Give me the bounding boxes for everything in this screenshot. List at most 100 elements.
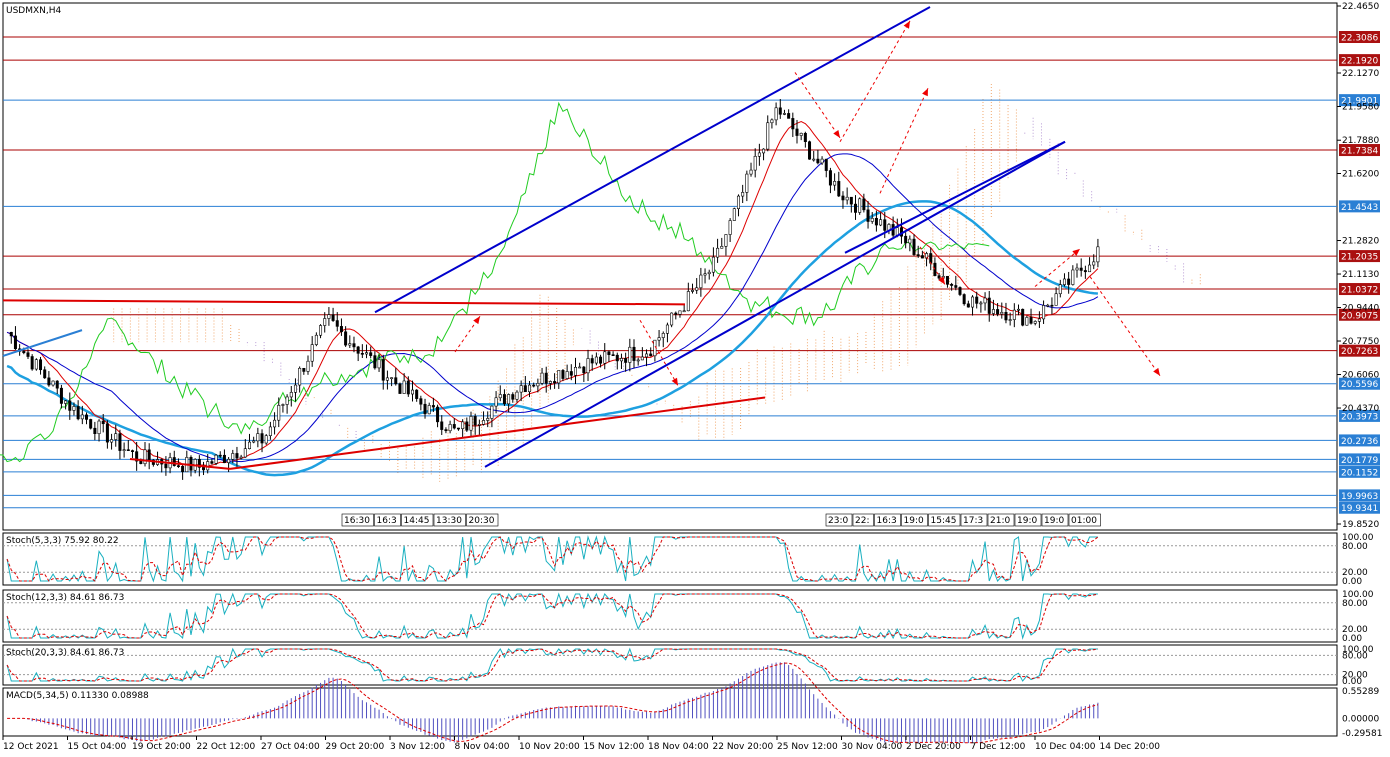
candle-body xyxy=(1029,317,1033,324)
stoch3-pane[interactable] xyxy=(2,644,1338,686)
candle-body xyxy=(870,217,874,222)
candle-body xyxy=(314,334,318,345)
session-box xyxy=(852,513,874,527)
candle-body xyxy=(448,424,452,432)
candle-body xyxy=(93,427,97,434)
candle-body xyxy=(210,461,214,464)
arrow-down-3 xyxy=(919,246,946,285)
candle-body xyxy=(76,406,80,420)
candle-body xyxy=(958,287,962,295)
level-tag xyxy=(1339,409,1380,422)
level-tag-text: 19.9341 xyxy=(1341,504,1378,514)
stoch3-label: Stoch(20,3,3) 84.61 86.73 xyxy=(6,648,124,658)
candle-body xyxy=(674,312,678,315)
candle-body xyxy=(51,380,55,386)
price-pane[interactable] xyxy=(2,2,1338,531)
candle-body xyxy=(791,118,795,130)
level-tag xyxy=(1339,453,1380,466)
stoch1-axis-label: 20.00 xyxy=(1342,568,1368,578)
candle-body xyxy=(507,394,511,405)
level-tag xyxy=(1339,344,1380,357)
candle-body xyxy=(231,453,235,460)
candle-body xyxy=(1054,293,1058,306)
candle-body xyxy=(665,324,669,334)
candle-body xyxy=(494,397,498,407)
candle-body xyxy=(419,398,423,405)
time-tick-label: 3 Nov 12:00 xyxy=(390,742,445,752)
level-tag xyxy=(1339,308,1380,321)
stoch2-main xyxy=(6,592,1098,640)
stoch1-pane[interactable] xyxy=(2,532,1338,586)
level-tag xyxy=(1339,489,1380,502)
candle-body xyxy=(833,181,837,186)
candle-body xyxy=(461,421,465,430)
candle-body xyxy=(110,439,114,443)
candle-body xyxy=(736,195,740,209)
candle-body xyxy=(916,254,920,256)
level-tag-text: 21.9901 xyxy=(1341,97,1378,107)
candle-body xyxy=(440,421,444,430)
candle-body xyxy=(603,351,607,364)
session-box-text: 13:30 xyxy=(436,516,462,526)
candle-body xyxy=(929,253,933,264)
time-tick-label: 15 Nov 12:00 xyxy=(584,742,645,752)
candle-body xyxy=(135,451,139,462)
price-tick-label: 20.7750 xyxy=(1342,337,1379,347)
candle-body xyxy=(782,113,786,115)
arrow-down-4 xyxy=(639,319,679,386)
candle-body xyxy=(741,192,745,197)
candle-body xyxy=(904,235,908,244)
candle-body xyxy=(360,353,364,355)
candle-body xyxy=(732,208,736,221)
level-tag-text: 21.2035 xyxy=(1341,253,1378,263)
candle-body xyxy=(310,344,314,362)
arrow-up-3 xyxy=(1034,248,1081,287)
candle-body xyxy=(808,141,812,160)
candle-body xyxy=(975,296,979,304)
candle-body xyxy=(398,383,402,394)
candle-body xyxy=(778,107,782,115)
candle-body xyxy=(828,170,832,186)
candle-body xyxy=(356,346,360,354)
candle-body xyxy=(586,358,590,374)
price-tick-label: 20.6060 xyxy=(1342,371,1379,381)
candle-body xyxy=(578,366,582,369)
candle-body xyxy=(1050,304,1054,307)
stoch2-pane[interactable] xyxy=(2,589,1338,643)
session-markers: 16:30 16:3 14:45 13:30 20:30 23:0 22: 16:3 19:0 1… xyxy=(341,513,1101,527)
level-tag-text: 20.7263 xyxy=(1341,347,1378,357)
level-tag-text: 21.0372 xyxy=(1341,286,1378,296)
macd-pane[interactable] xyxy=(2,687,1338,737)
candle-body xyxy=(753,155,757,171)
session-box-text: 19:0 xyxy=(1044,516,1064,526)
candle-body xyxy=(39,359,43,371)
candle-body xyxy=(1000,311,1004,315)
candle-body xyxy=(519,385,523,393)
level-tag xyxy=(1339,434,1380,447)
candle-body xyxy=(582,366,586,374)
candle-body xyxy=(728,220,732,235)
session-box xyxy=(960,513,988,527)
level-tag xyxy=(1339,501,1380,514)
candle-body xyxy=(285,396,289,405)
stoch2-axis-label: 0.00 xyxy=(1342,634,1362,644)
candle-body xyxy=(218,454,222,457)
candlesticks xyxy=(9,98,1100,480)
candle-body xyxy=(385,377,389,381)
level-tag-text: 20.2736 xyxy=(1341,437,1378,447)
time-tick-label: 27 Oct 04:00 xyxy=(261,742,320,752)
stoch3-axis-label: 20.00 xyxy=(1342,671,1368,681)
signal-arrows xyxy=(454,20,1161,386)
support-red xyxy=(229,396,766,470)
candle-body xyxy=(787,113,791,119)
session-box xyxy=(874,513,901,527)
candle-body xyxy=(1075,267,1079,271)
candle-body xyxy=(883,219,887,231)
candle-body xyxy=(264,435,268,444)
candle-body xyxy=(277,405,281,421)
stoch3-main xyxy=(6,647,1098,682)
candle-body xyxy=(820,158,824,164)
candle-body xyxy=(766,122,770,150)
candle-body xyxy=(289,392,293,398)
